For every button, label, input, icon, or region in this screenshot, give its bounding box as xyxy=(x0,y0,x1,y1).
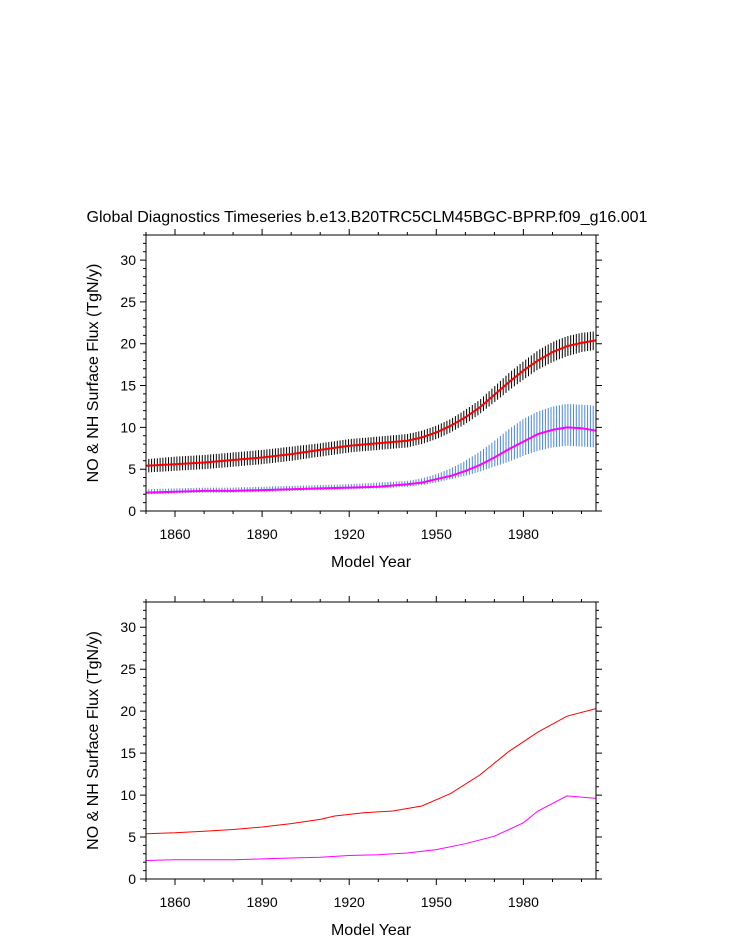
series-annual_total xyxy=(145,339,597,467)
y-axis-label: NO & NH Surface Flux (TgN/y) xyxy=(85,631,102,850)
axis-ticks xyxy=(140,596,602,885)
y-tick-label: 5 xyxy=(128,829,136,845)
x-axis-label: Model Year xyxy=(331,554,412,571)
y-tick-label: 15 xyxy=(120,378,136,394)
x-tick-label: 1920 xyxy=(334,526,365,542)
x-tick-label: 1980 xyxy=(508,526,539,542)
y-tick-label: 25 xyxy=(120,294,136,310)
x-tick-label: 1920 xyxy=(334,894,365,910)
figure-title: Global Diagnostics Timeseries b.e13.B20T… xyxy=(87,209,648,226)
x-tick-label: 1890 xyxy=(247,894,278,910)
y-tick-label: 5 xyxy=(128,461,136,477)
tick-labels: 1860 1890 1920 1950 1980 0 5 10 15 20 25 30 xyxy=(120,619,539,910)
x-tick-label: 1950 xyxy=(421,526,452,542)
x-tick-label: 1950 xyxy=(421,894,452,910)
plot-frame xyxy=(145,601,597,880)
y-tick-label: 30 xyxy=(120,252,136,268)
tick-marks xyxy=(140,596,602,885)
y-tick-label: 30 xyxy=(120,619,136,635)
series-annual_second xyxy=(145,426,597,494)
series-marks xyxy=(145,708,597,861)
x-tick-label: 1980 xyxy=(508,894,539,910)
tick-marks xyxy=(140,229,602,517)
y-tick-label: 10 xyxy=(120,419,136,435)
x-tick-label: 1890 xyxy=(247,526,278,542)
x-tick-label: 1860 xyxy=(159,894,190,910)
chart-panel-bottom: 1860 1890 1920 1950 1980 0 5 10 15 20 25 30 Model Y… xyxy=(85,596,602,939)
tick-labels: 1860 1890 1920 1950 1980 0 5 10 15 20 25 30 xyxy=(120,252,539,542)
y-tick-label: 25 xyxy=(120,661,136,677)
chart-panel-top: 1860 1890 1920 1950 1980 0 5 10 15 20 25 30 Model Y… xyxy=(85,229,602,571)
y-tick-label: 0 xyxy=(128,871,136,887)
axis-ticks xyxy=(140,229,602,517)
series-annual_second xyxy=(145,795,597,861)
x-axis-label: Model Year xyxy=(331,922,412,939)
y-tick-label: 10 xyxy=(120,787,136,803)
series-annual_total xyxy=(145,708,597,835)
y-tick-label: 20 xyxy=(120,703,136,719)
y-tick-label: 20 xyxy=(120,336,136,352)
x-tick-label: 1860 xyxy=(159,526,190,542)
series-marks xyxy=(145,331,597,495)
y-axis-label: NO & NH Surface Flux (TgN/y) xyxy=(85,264,102,483)
plot-frame xyxy=(145,234,597,512)
y-tick-label: 0 xyxy=(128,503,136,519)
y-tick-label: 15 xyxy=(120,745,136,761)
